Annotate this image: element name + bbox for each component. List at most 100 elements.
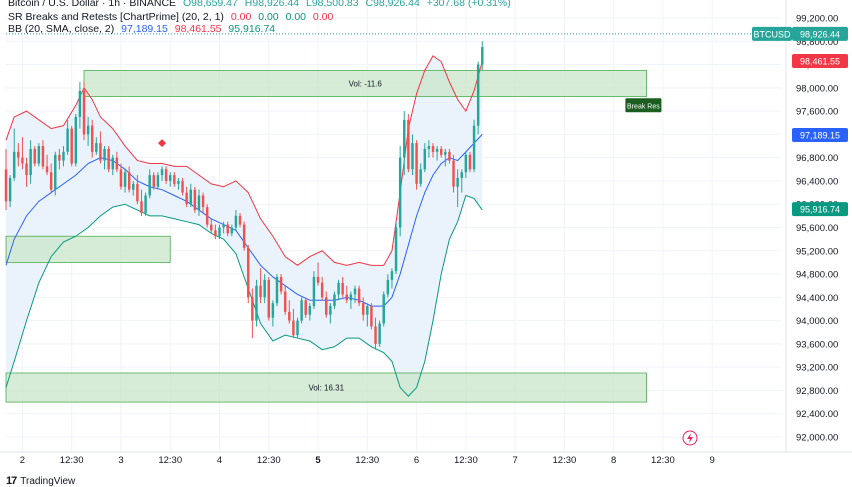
candle-body: [382, 294, 385, 324]
candle-body: [95, 143, 98, 152]
candle-body: [341, 282, 344, 295]
candle-body: [226, 224, 229, 234]
candle-body: [464, 154, 468, 173]
price-axis-tag-label-3: 97,189.15: [800, 131, 840, 141]
candle-body: [361, 303, 365, 315]
candle-body: [439, 148, 443, 155]
y-tick-label: 98,800.00: [796, 37, 838, 48]
candle-body: [140, 201, 143, 213]
candle-body: [275, 276, 279, 304]
candle-body: [251, 297, 254, 321]
candle-body: [407, 119, 410, 170]
candle-body: [49, 172, 53, 190]
candle-body: [173, 175, 176, 184]
price-axis-tag-1: [792, 26, 848, 41]
x-tick-label: 3: [118, 455, 123, 466]
y-tick-label: 94,800.00: [796, 270, 838, 281]
candle-body: [349, 294, 353, 301]
candle-body: [427, 146, 431, 149]
candle-body: [205, 207, 209, 225]
candle-body: [481, 47, 484, 65]
candle-body: [127, 172, 131, 190]
candle-body: [329, 306, 332, 315]
candle-body: [353, 288, 357, 295]
bb-upper-line: [5, 55, 483, 266]
candle-body: [390, 271, 394, 280]
candle-body: [288, 311, 291, 321]
candle-body: [296, 320, 299, 336]
y-tick-label: 93,200.00: [796, 363, 838, 374]
candle-body: [21, 157, 24, 164]
y-tick-label: 97,600.00: [796, 107, 838, 118]
legend-bb-lower: 95,916.74: [228, 23, 276, 35]
y-tick-label: 96,800.00: [796, 153, 838, 164]
candle-body: [357, 288, 361, 304]
legend-symbol-title: Bitcoin / U.S. Dollar · 1h · BINANCE: [8, 0, 177, 9]
candle-body: [99, 143, 102, 161]
candle-body: [193, 189, 197, 211]
price-axis-tag-2: [792, 53, 848, 68]
candle-body: [111, 157, 114, 170]
candle-body: [238, 215, 242, 225]
x-tick-label: 12:30: [158, 455, 182, 466]
candle-body: [337, 282, 340, 295]
x-tick-label: 12:30: [355, 455, 379, 466]
candle-body: [333, 294, 336, 307]
x-tick-label: 12:30: [257, 455, 281, 466]
lightning-bolt-icon: [687, 433, 693, 443]
x-tick-label: 7: [512, 455, 517, 466]
legend-sr-value-2: 0.00: [258, 11, 279, 23]
candle-body: [411, 143, 414, 170]
candle-body: [4, 169, 8, 202]
tradingview-logo[interactable]: 17 TradingView: [6, 475, 75, 487]
candle-body: [181, 180, 184, 193]
legend-bb-indicator[interactable]: BB (20, SMA, close, 2) 97,189.15 98,461.…: [8, 23, 275, 35]
legend-sr-value-4: 0.00: [312, 11, 334, 23]
candle-body: [136, 183, 139, 202]
y-tick-label: 95,600.00: [796, 223, 838, 234]
candle-body: [8, 178, 12, 202]
candle-body: [263, 279, 266, 298]
candle-body: [419, 169, 422, 184]
candle-body: [476, 64, 480, 126]
candle-body: [152, 175, 156, 187]
signal-diamond-marker: [158, 139, 167, 148]
candle-body: [148, 175, 151, 196]
candle-body: [189, 189, 192, 205]
candle-body: [247, 247, 250, 298]
candle-body: [242, 224, 246, 248]
legend-low: L98,500.83: [306, 0, 359, 9]
candle-body: [90, 125, 94, 152]
candle-body: [230, 227, 234, 234]
legend-bb-upper: 98,461.55: [174, 23, 222, 35]
x-tick-label: 2: [20, 455, 25, 466]
candle-body: [119, 169, 123, 187]
candle-body: [292, 320, 295, 336]
bb-lower-line: [5, 194, 483, 397]
y-tick-label: 92,000.00: [796, 433, 838, 444]
candle-body: [103, 148, 106, 161]
price-axis-tag-label-4: 95,916.74: [800, 205, 840, 215]
candle-body: [169, 175, 172, 181]
candle-body: [320, 282, 324, 298]
x-tick-label: 4: [217, 455, 222, 466]
candle-body: [374, 326, 377, 344]
candle-body: [197, 195, 201, 211]
price-axis-tag-label-2: 98,461.55: [800, 56, 840, 66]
candle-body: [366, 306, 369, 315]
candle-body: [78, 90, 82, 117]
candle-body: [283, 291, 287, 312]
candle-body: [54, 154, 57, 190]
candle-body: [185, 192, 188, 205]
candle-body: [214, 230, 217, 237]
candle-body: [325, 297, 328, 315]
price-axis-tag-label-1: 98,926.44: [800, 29, 840, 39]
candle-body: [164, 169, 168, 181]
candle-body: [58, 154, 61, 161]
y-tick-label: 94,400.00: [796, 293, 838, 304]
y-tick-label: 92,800.00: [796, 386, 838, 397]
candle-body: [160, 169, 164, 176]
candle-body: [472, 125, 476, 170]
legend-sr-indicator[interactable]: SR Breaks and Retests [ChartPrime] (20, …: [8, 11, 333, 23]
